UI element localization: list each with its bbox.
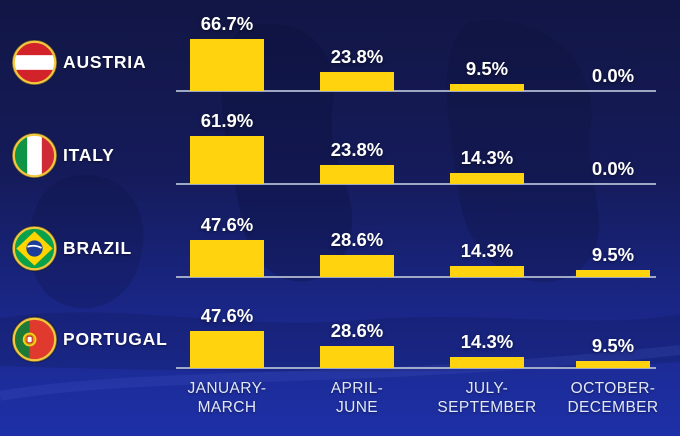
bar-value-label: 28.6% bbox=[330, 229, 384, 250]
portugal-flag-icon bbox=[11, 315, 58, 363]
row-baseline bbox=[176, 183, 656, 185]
country-label: AUSTRIA bbox=[63, 52, 147, 72]
category-line-2: SEPTEMBER bbox=[437, 399, 537, 416]
bar-value-label: 9.5% bbox=[591, 335, 635, 356]
x-axis-category-label: JANUARY- MARCH bbox=[157, 379, 297, 417]
bar bbox=[190, 331, 264, 368]
row-baseline bbox=[176, 276, 656, 278]
bar bbox=[576, 361, 650, 368]
bar-value-label: 14.3% bbox=[460, 331, 514, 352]
bar-value-label: 47.6% bbox=[200, 214, 254, 235]
country-label: ITALY bbox=[63, 145, 115, 165]
bar-value-label: 66.7% bbox=[200, 13, 254, 34]
row-baseline bbox=[176, 367, 656, 369]
austria-flag-icon bbox=[11, 38, 58, 86]
bar-value-label: 23.8% bbox=[330, 139, 384, 160]
bar bbox=[450, 357, 524, 368]
bar bbox=[450, 173, 524, 184]
category-line-1: JULY- bbox=[465, 380, 509, 397]
bar bbox=[190, 240, 264, 277]
bar bbox=[576, 270, 650, 277]
category-line-1: JANUARY- bbox=[187, 380, 267, 397]
category-line-2: DECEMBER bbox=[567, 399, 659, 416]
italy-flag-icon bbox=[11, 131, 58, 179]
category-line-2: JUNE bbox=[335, 399, 379, 416]
x-axis-category-label: OCTOBER- DECEMBER bbox=[543, 379, 680, 417]
bar-value-label: 14.3% bbox=[460, 147, 514, 168]
bar-value-label: 47.6% bbox=[200, 305, 254, 326]
bar-value-label: 14.3% bbox=[460, 240, 514, 261]
bar-value-label: 23.8% bbox=[330, 46, 384, 67]
bar bbox=[190, 39, 264, 91]
bar bbox=[190, 136, 264, 184]
bar-value-label: 28.6% bbox=[330, 320, 384, 341]
x-axis-category-label: APRIL- JUNE bbox=[287, 379, 427, 417]
country-label: BRAZIL bbox=[63, 238, 132, 258]
category-line-1: OCTOBER- bbox=[570, 380, 656, 397]
bar-value-label: 0.0% bbox=[591, 65, 635, 86]
bar bbox=[320, 255, 394, 277]
bar bbox=[320, 165, 394, 184]
bar bbox=[320, 72, 394, 91]
category-line-1: APRIL- bbox=[330, 380, 384, 397]
x-axis-category-label: JULY- SEPTEMBER bbox=[417, 379, 557, 417]
bar-value-label: 9.5% bbox=[591, 244, 635, 265]
brazil-flag-icon bbox=[11, 224, 58, 272]
bar-value-label: 9.5% bbox=[465, 58, 509, 79]
bar bbox=[320, 346, 394, 368]
bar-value-label: 0.0% bbox=[591, 158, 635, 179]
country-label: PORTUGAL bbox=[63, 329, 168, 349]
bar-value-label: 61.9% bbox=[200, 110, 254, 131]
category-line-2: MARCH bbox=[197, 399, 257, 416]
bar bbox=[450, 266, 524, 277]
bar bbox=[450, 84, 524, 91]
row-baseline bbox=[176, 90, 656, 92]
